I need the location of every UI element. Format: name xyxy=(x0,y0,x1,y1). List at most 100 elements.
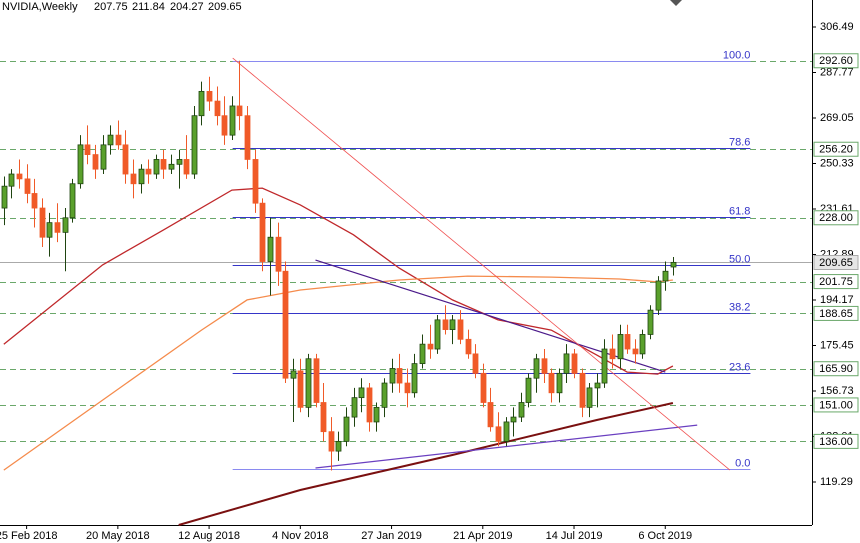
candle-body xyxy=(548,372,555,394)
candle-body xyxy=(396,368,403,384)
candle-body xyxy=(480,372,487,403)
candle-body xyxy=(487,402,494,428)
chart-title: NVIDIA,Weekly xyxy=(2,1,78,13)
candle-body xyxy=(100,144,107,170)
candle-body xyxy=(571,353,578,374)
candle-body xyxy=(92,154,99,170)
candle-body xyxy=(328,431,335,452)
indicator-line xyxy=(315,424,698,469)
candle-body xyxy=(472,353,479,374)
candle-body xyxy=(198,90,205,117)
level-box xyxy=(813,397,859,413)
candle-body xyxy=(183,159,190,175)
x-tick-label: 21 Apr 2019 xyxy=(453,530,512,542)
candle-body xyxy=(84,144,91,155)
candle-body xyxy=(373,406,380,423)
candle-body xyxy=(639,334,646,355)
candle-body xyxy=(358,387,365,399)
candle-body xyxy=(510,416,517,423)
candle-body xyxy=(130,173,137,185)
candle-body xyxy=(442,319,449,330)
candle-body xyxy=(16,173,23,180)
candle-body xyxy=(160,159,167,170)
last-bar-marker xyxy=(670,0,682,6)
candle-body xyxy=(77,144,84,185)
candle-body xyxy=(252,159,259,204)
fib-label: 78.6 xyxy=(729,136,750,148)
candle-body xyxy=(389,368,396,384)
candle-body xyxy=(122,144,129,175)
fib-label: 100.0 xyxy=(723,49,751,61)
x-tick-label: 25 Feb 2018 xyxy=(0,530,58,542)
candle-body xyxy=(54,222,61,233)
candle-body xyxy=(107,134,114,146)
candle-body xyxy=(115,134,122,146)
candle-body xyxy=(267,236,274,262)
candle-body xyxy=(244,115,251,160)
level-box xyxy=(813,53,859,69)
candle-body xyxy=(647,309,654,335)
candle-body xyxy=(427,343,434,350)
candle-body xyxy=(39,207,46,238)
candle-body xyxy=(541,358,548,374)
level-label: 256.20 xyxy=(819,144,853,156)
candle-body xyxy=(449,319,456,330)
fib-label: 0.0 xyxy=(735,457,750,469)
low-value: 204.27 xyxy=(170,1,204,13)
candle-body xyxy=(320,402,327,433)
candle-body xyxy=(275,236,282,272)
candle-body xyxy=(168,163,175,170)
level-label: 201.75 xyxy=(819,276,853,288)
fib-label: 38.2 xyxy=(729,301,750,313)
x-tick-label: 12 Aug 2018 xyxy=(178,530,240,542)
level-box xyxy=(813,141,859,157)
candle-body xyxy=(525,377,532,403)
level-box xyxy=(813,361,859,377)
level-label: 136.00 xyxy=(819,436,853,448)
candle-body xyxy=(617,334,624,360)
candle-body xyxy=(586,387,593,408)
candle-body xyxy=(670,261,677,268)
candle-body xyxy=(24,178,31,194)
x-tick-label: 4 Nov 2018 xyxy=(272,530,328,542)
candle-body xyxy=(145,168,152,175)
x-tick-label: 14 Jul 2019 xyxy=(546,530,603,542)
candle-body xyxy=(351,397,358,418)
candle-body xyxy=(594,382,601,389)
indicator-line xyxy=(3,275,673,471)
y-tick-label: 175.45 xyxy=(820,339,854,351)
candle-body xyxy=(290,370,297,379)
candle-body xyxy=(556,372,563,394)
candle-body xyxy=(457,319,464,340)
candle-body xyxy=(503,421,510,442)
level-box xyxy=(813,210,859,226)
level-label: 188.65 xyxy=(819,308,853,320)
candle-body xyxy=(419,343,426,365)
candle-body xyxy=(138,168,145,185)
candle-body xyxy=(153,159,160,175)
candle-body xyxy=(313,358,320,403)
y-tick-label: 119.29 xyxy=(820,476,853,488)
candle-body xyxy=(214,100,221,117)
y-tick-label: 156.73 xyxy=(820,385,854,397)
level-box xyxy=(813,433,859,449)
indicator-line xyxy=(232,57,731,471)
candle-body xyxy=(69,183,76,219)
x-tick-label: 20 May 2018 xyxy=(86,530,150,542)
y-tick-label: 194.17 xyxy=(820,294,854,306)
last-price-box xyxy=(813,255,859,270)
level-label: 228.00 xyxy=(819,212,853,224)
fib-label: 61.8 xyxy=(729,205,750,217)
candle-body xyxy=(495,426,502,442)
y-tick-label: 287.77 xyxy=(820,66,854,78)
candle-body xyxy=(46,222,53,238)
candle-body xyxy=(533,358,540,379)
candle-body xyxy=(465,338,472,355)
candle-body xyxy=(259,202,266,262)
header: NVIDIA,Weekly 207.75 211.84 204.27 209.6… xyxy=(2,1,242,13)
candle-body xyxy=(229,105,236,136)
close-value: 209.65 xyxy=(208,1,242,13)
candle-body xyxy=(381,382,388,408)
